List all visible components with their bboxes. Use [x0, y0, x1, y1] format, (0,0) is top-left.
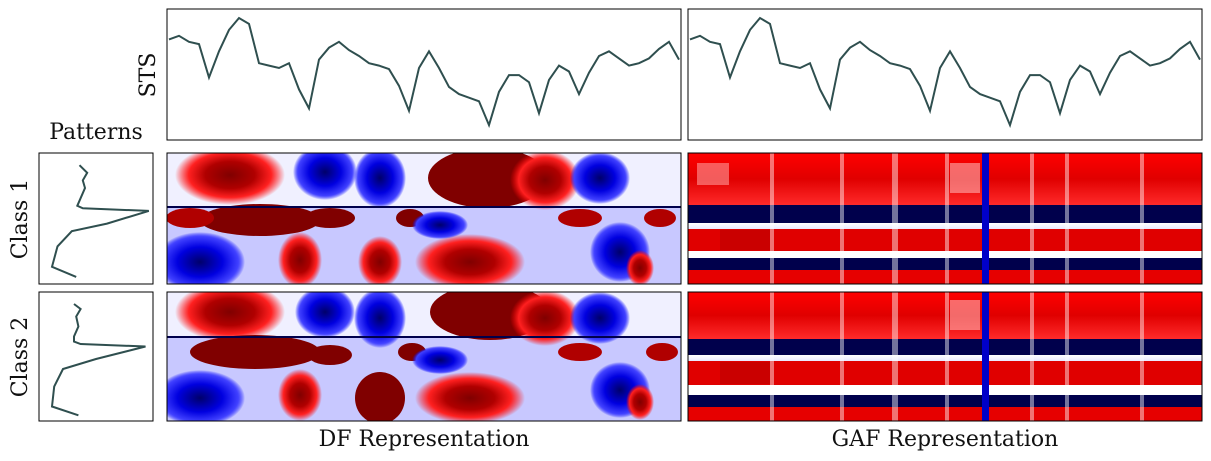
class-1-pattern-line	[50, 164, 150, 278]
row-label-class-2: Class 2	[8, 317, 33, 398]
sts-series-line	[689, 16, 1201, 129]
sts-panel-gaf	[687, 8, 1203, 141]
df-heatmap-class-2	[167, 292, 681, 421]
column-label-df: DF Representation	[319, 427, 530, 452]
pattern-panel-class-1	[38, 152, 154, 285]
df-heatmap-class-1	[167, 153, 681, 284]
patterns-title: Patterns	[49, 120, 143, 145]
column-label-gaf: GAF Representation	[832, 427, 1059, 452]
row-label-sts: STS	[136, 53, 161, 98]
pattern-panel-class-2	[38, 291, 154, 422]
sts-series-line	[168, 16, 680, 129]
row-label-class-1: Class 1	[8, 179, 33, 260]
sts-panel-df	[166, 8, 682, 141]
gaf-heatmap-class-1	[688, 153, 1202, 284]
gaf-heatmap-class-2	[688, 292, 1202, 421]
class-2-pattern-line	[50, 303, 146, 417]
